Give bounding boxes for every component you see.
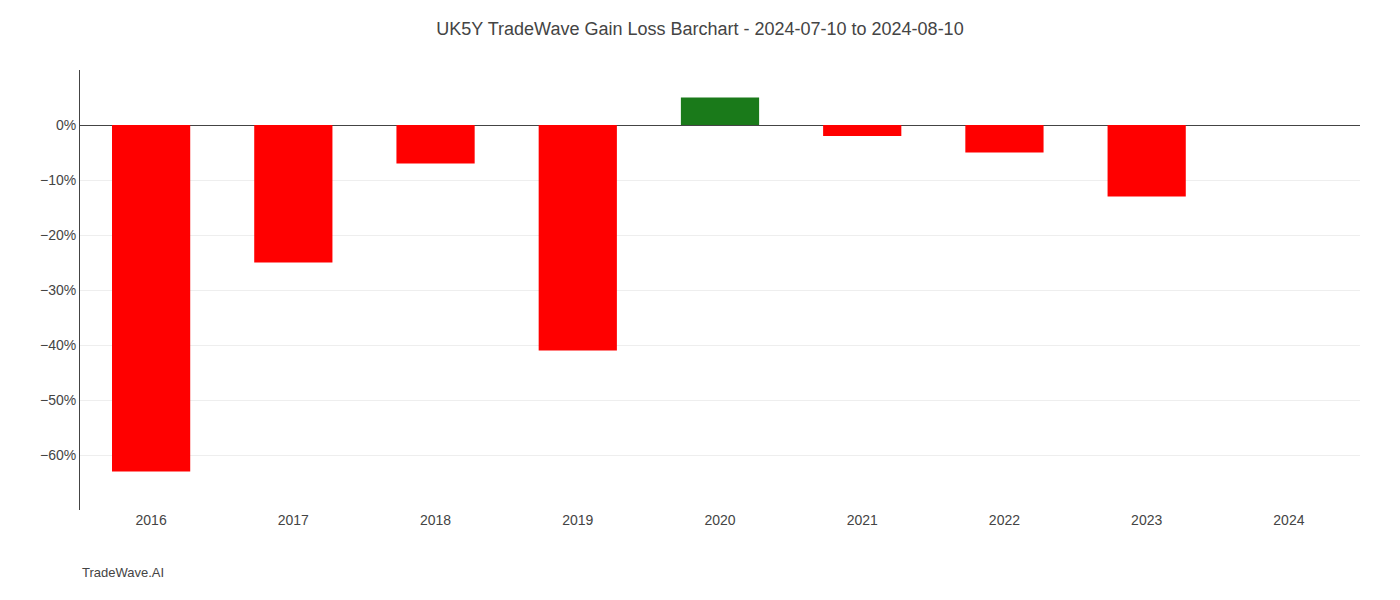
svg-text:−20%: −20%	[40, 227, 76, 243]
svg-text:2022: 2022	[989, 512, 1020, 528]
svg-text:0%: 0%	[56, 117, 76, 133]
svg-text:2024: 2024	[1273, 512, 1304, 528]
svg-text:−40%: −40%	[40, 337, 76, 353]
svg-text:2017: 2017	[278, 512, 309, 528]
svg-text:2019: 2019	[562, 512, 593, 528]
svg-text:2018: 2018	[420, 512, 451, 528]
svg-text:UK5Y TradeWave Gain Loss Barch: UK5Y TradeWave Gain Loss Barchart - 2024…	[436, 19, 963, 39]
svg-text:2020: 2020	[704, 512, 735, 528]
svg-text:TradeWave.AI: TradeWave.AI	[82, 565, 164, 580]
svg-text:2023: 2023	[1131, 512, 1162, 528]
svg-text:−10%: −10%	[40, 172, 76, 188]
svg-text:2021: 2021	[847, 512, 878, 528]
svg-text:−30%: −30%	[40, 282, 76, 298]
svg-text:−60%: −60%	[40, 447, 76, 463]
svg-text:−50%: −50%	[40, 392, 76, 408]
svg-text:2016: 2016	[136, 512, 167, 528]
